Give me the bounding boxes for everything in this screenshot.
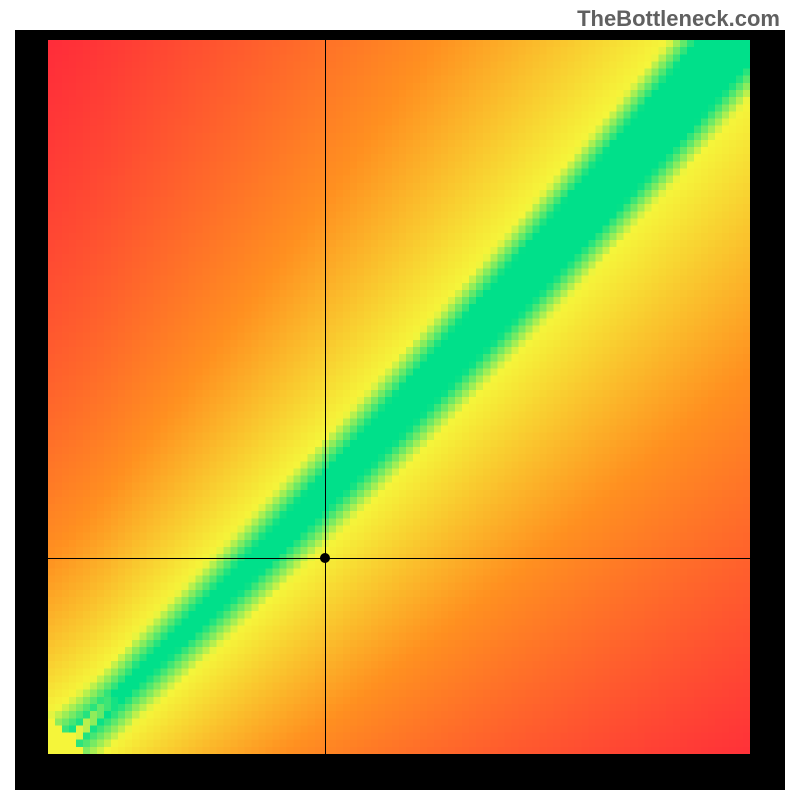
heatmap-canvas — [48, 40, 750, 754]
crosshair-vertical — [325, 40, 326, 754]
crosshair-horizontal — [48, 558, 750, 559]
crosshair-marker — [320, 553, 330, 563]
plot-frame — [15, 30, 785, 790]
chart-container: TheBottleneck.com — [0, 0, 800, 800]
watermark-text: TheBottleneck.com — [577, 6, 780, 32]
plot-area — [48, 40, 750, 754]
